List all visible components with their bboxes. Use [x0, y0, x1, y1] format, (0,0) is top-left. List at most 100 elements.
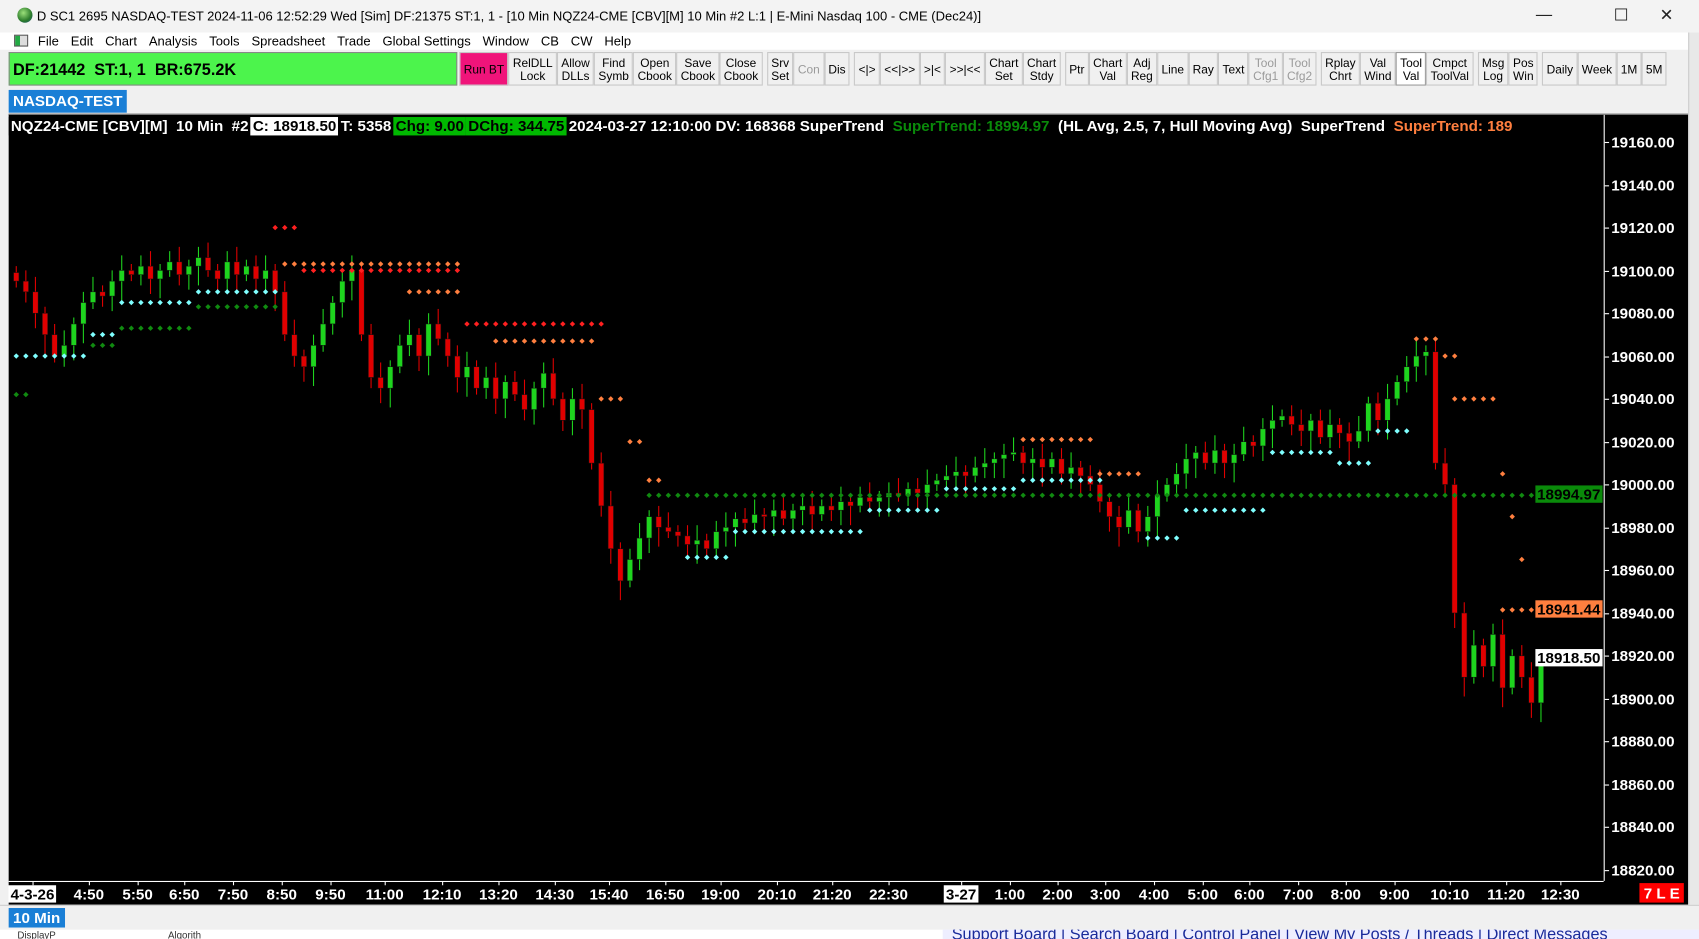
- toolbar-button-daily[interactable]: Daily: [1542, 52, 1578, 86]
- toolbar-button-chart-val[interactable]: Chart Val: [1088, 52, 1127, 86]
- price-tick: [1604, 398, 1610, 400]
- toolbar-button-dis[interactable]: Dis: [824, 52, 850, 86]
- supertrend-dot: [1116, 471, 1122, 477]
- toolbar-button-text[interactable]: Text: [1218, 52, 1249, 86]
- supertrend-dot: [464, 321, 470, 327]
- supertrend-dot: [1039, 477, 1046, 483]
- supertrend-dot: [703, 492, 710, 498]
- supertrend-dot: [962, 492, 969, 498]
- menu-file[interactable]: File: [37, 33, 59, 49]
- toolbar-button-line[interactable]: Line: [1157, 52, 1189, 86]
- toolbar-button-nav[interactable]: >>|<<: [945, 52, 985, 86]
- toolbar-button-nav[interactable]: <<|>>: [879, 52, 920, 86]
- supertrend-dot: [588, 321, 595, 327]
- supertrend-dot: [646, 492, 652, 498]
- toolbar-button-save-cbook[interactable]: Save Cbook: [676, 52, 720, 86]
- toolbar-button-con[interactable]: Con: [793, 52, 825, 86]
- toolbar-button-chart-stdy[interactable]: Chart Stdy: [1022, 52, 1061, 86]
- menu-help[interactable]: Help: [604, 33, 632, 49]
- candle-body: [387, 366, 394, 389]
- symbol-tab[interactable]: NASDAQ-TEST: [8, 89, 127, 113]
- time-tick: [776, 882, 778, 886]
- supertrend-dot: [99, 331, 106, 338]
- candle-body: [722, 527, 729, 532]
- menu-chart[interactable]: Chart: [105, 33, 137, 49]
- price-chart[interactable]: [9, 115, 1604, 881]
- toolbar-button-adj-reg[interactable]: Adj Reg: [1126, 52, 1158, 86]
- candle-body: [310, 345, 317, 368]
- menu-spreadsheet[interactable]: Spreadsheet: [251, 33, 326, 49]
- vertical-scrollbar[interactable]: [1688, 32, 1699, 905]
- toolbar-button-pos-win[interactable]: Pos Win: [1508, 52, 1538, 86]
- supertrend-dot: [23, 353, 29, 359]
- menu-cb[interactable]: CB: [540, 33, 559, 49]
- supertrend-dot: [1020, 492, 1026, 498]
- toolbar-button-tool-val[interactable]: Tool Val: [1395, 52, 1427, 86]
- candle-body: [1355, 430, 1362, 442]
- forum-links[interactable]: Support Board | Search Board | Control P…: [942, 929, 1699, 939]
- candle-body: [713, 531, 720, 550]
- toolbar-button-5m[interactable]: 5M: [1641, 52, 1667, 86]
- menu-window[interactable]: Window: [482, 33, 529, 49]
- candle-body: [1125, 509, 1132, 528]
- toolbar-button-chart-set[interactable]: Chart Set: [984, 52, 1023, 86]
- toolbar-button-allow-dlls[interactable]: Allow DLLs: [556, 52, 595, 86]
- price-label: 18840.00: [1611, 818, 1675, 836]
- supertrend-dot: [377, 261, 384, 267]
- price-axis[interactable]: 19160.00 19140.00 19120.00 19100.00 19080.00…: [1534, 114, 1689, 881]
- toolbar-button-srv-set[interactable]: Srv Set: [766, 52, 794, 86]
- minimize-button[interactable]: —: [1535, 5, 1553, 24]
- toolbar-button-open-cbook[interactable]: Open Cbook: [633, 52, 677, 86]
- toolbar-button-ray[interactable]: Ray: [1188, 52, 1219, 86]
- candle-body: [579, 398, 586, 410]
- menu-edit[interactable]: Edit: [70, 33, 94, 49]
- toolbar-button-week[interactable]: Week: [1577, 52, 1617, 86]
- toolbar-button-find-symb[interactable]: Find Symb: [594, 52, 634, 86]
- supertrend-dot: [732, 492, 739, 498]
- toolbar-button-cmpct-toolval[interactable]: Cmpct ToolVal: [1426, 52, 1474, 86]
- toolbar-button-runbt[interactable]: Run BT: [459, 52, 509, 86]
- toolbar-button-val-wind[interactable]: Val Wind: [1359, 52, 1396, 86]
- supertrend-dot: [799, 492, 806, 498]
- toolbar-button-rplay-chrt[interactable]: Rplay Chrt: [1320, 52, 1360, 86]
- menu-trade[interactable]: Trade: [337, 33, 371, 49]
- candle-body: [837, 501, 844, 511]
- supertrend-dot: [914, 492, 921, 498]
- menu-cw[interactable]: CW: [570, 33, 593, 49]
- toolbar-button-close-cbook[interactable]: Close Cbook: [719, 52, 763, 86]
- toolbar-button-reldll-lock[interactable]: RelDLL Lock: [508, 52, 557, 86]
- supertrend-dot: [358, 267, 365, 274]
- maximize-button[interactable]: ☐: [1613, 6, 1629, 25]
- toolbar-button-1m[interactable]: 1M: [1616, 52, 1642, 86]
- supertrend-dot: [636, 438, 643, 445]
- chart-window-icon[interactable]: [14, 34, 29, 47]
- time-tick: [1449, 882, 1451, 886]
- supertrend-dot: [425, 261, 432, 267]
- toolbar-button-ptr[interactable]: Ptr: [1064, 52, 1089, 86]
- menu-analysis[interactable]: Analysis: [148, 33, 198, 49]
- header-field: C: 18918.50: [250, 117, 339, 136]
- supertrend-dot: [790, 528, 796, 535]
- supertrend-dot: [828, 492, 835, 498]
- supertrend-dot: [1097, 471, 1103, 477]
- chart-area[interactable]: NQZ24-CME [CBV][M] 10 Min #2 C: 18918.50 T…: [8, 113, 1689, 906]
- close-button[interactable]: ✕: [1659, 6, 1674, 25]
- time-tick: [1153, 882, 1156, 886]
- toolbar-button-msg-log[interactable]: Msg Log: [1477, 52, 1509, 86]
- menu-tools[interactable]: Tools: [209, 33, 240, 49]
- toolbar-button-tool-cfg1[interactable]: Tool Cfg1: [1248, 52, 1283, 86]
- toolbar-button-tool-cfg2[interactable]: Tool Cfg2: [1282, 52, 1317, 86]
- interval-tab[interactable]: 10 Min: [8, 908, 65, 928]
- time-axis[interactable]: 4-3-26 4:50 5:50 6:50 7:50 8:50 9:50 11:00 12:10…: [8, 880, 1604, 906]
- candle-body: [1317, 420, 1324, 438]
- time-label: 1:00: [994, 885, 1026, 903]
- candle-body: [703, 539, 710, 550]
- time-tick: [281, 882, 283, 886]
- supertrend-dot: [1423, 492, 1429, 498]
- candle-body: [444, 338, 451, 357]
- toolbar-button-nav[interactable]: <|>: [854, 52, 880, 86]
- supertrend-dot: [493, 321, 499, 327]
- toolbar-button-nav[interactable]: >|<: [919, 52, 946, 86]
- supertrend-dot: [1049, 492, 1055, 498]
- menu-global-settings[interactable]: Global Settings: [382, 33, 471, 49]
